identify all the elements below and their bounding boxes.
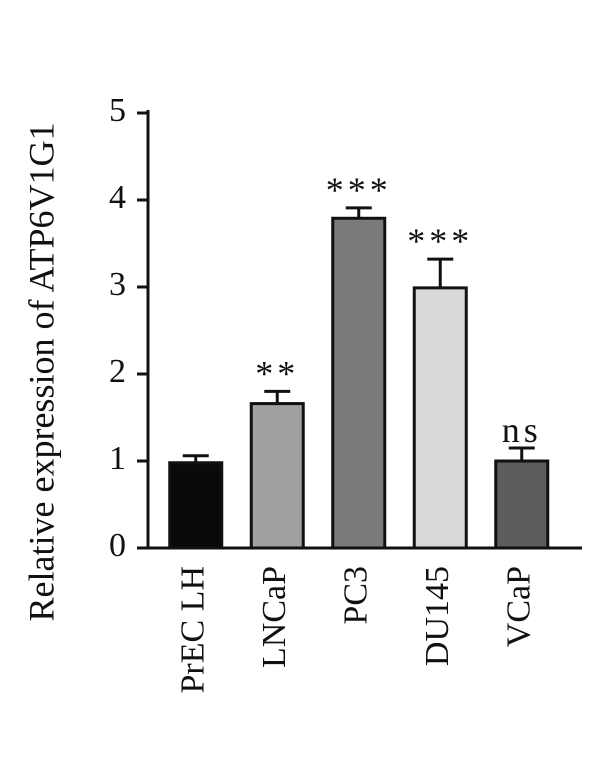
bar (331, 216, 387, 550)
x-tick-label: DU145 (419, 566, 456, 666)
bar (168, 461, 224, 550)
x-tick-label: PC3 (338, 566, 375, 625)
y-tick-label: 1 (109, 440, 126, 477)
x-tick-label: PrEC LH (175, 566, 212, 694)
y-tick-label: 5 (109, 92, 126, 129)
significance-label: ns (502, 410, 542, 450)
bar (494, 459, 550, 550)
bar (412, 286, 468, 550)
bar (249, 402, 305, 550)
y-axis-label: Relative expression of ATP6V1G1 (21, 123, 61, 622)
y-tick-label: 4 (109, 179, 126, 216)
significance-label: *** (326, 170, 392, 210)
x-tick-label: VCaP (501, 566, 538, 647)
significance-label: ** (255, 353, 299, 393)
y-tick-label: 2 (109, 353, 126, 390)
y-tick-label: 0 (109, 527, 126, 564)
y-tick-label: 3 (109, 266, 126, 303)
x-tick-label: LNCaP (256, 566, 293, 668)
significance-label: *** (407, 221, 473, 261)
